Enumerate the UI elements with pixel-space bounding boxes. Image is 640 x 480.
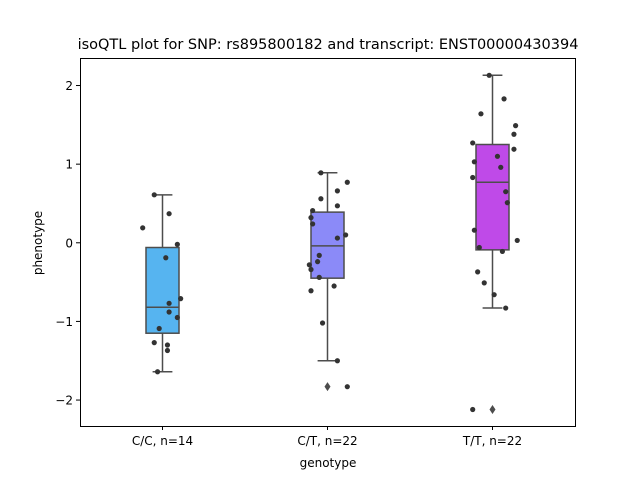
- data-point: [486, 72, 492, 78]
- box-group: [140, 192, 184, 375]
- y-tick-label: 2: [65, 79, 73, 93]
- data-point: [334, 188, 340, 194]
- data-point: [494, 153, 501, 159]
- data-point: [476, 244, 482, 251]
- data-point: [174, 314, 180, 321]
- data-point: [310, 221, 316, 227]
- data-point: [501, 96, 507, 102]
- y-tick-label: 0: [65, 236, 73, 250]
- data-point: [344, 384, 350, 390]
- y-axis: −2 −1 0 1 2: [55, 79, 80, 408]
- data-point: [334, 203, 340, 209]
- x-axis-label: genotype: [300, 456, 357, 470]
- data-point: [154, 369, 161, 375]
- outlier-marker: [324, 382, 331, 392]
- data-point: [344, 179, 350, 185]
- outlier-marker: [489, 404, 496, 414]
- data-point: [151, 192, 157, 198]
- data-point: [514, 237, 520, 244]
- plot-area: [140, 72, 520, 414]
- data-point: [491, 292, 497, 298]
- data-point: [318, 196, 324, 202]
- data-point: [470, 406, 476, 413]
- data-point: [343, 232, 349, 238]
- data-point: [513, 123, 519, 129]
- data-point: [511, 131, 517, 137]
- data-point: [164, 347, 171, 354]
- data-point: [164, 342, 171, 348]
- y-tick-label: −1: [55, 315, 73, 329]
- box: [475, 143, 510, 251]
- data-point: [156, 325, 162, 332]
- data-point: [178, 296, 184, 302]
- box: [145, 246, 180, 334]
- data-point: [331, 283, 337, 289]
- data-point: [140, 225, 146, 231]
- data-point: [318, 170, 324, 176]
- data-point: [151, 340, 157, 346]
- data-point: [316, 274, 322, 280]
- data-point: [166, 309, 172, 315]
- data-point: [503, 305, 509, 311]
- data-point: [306, 262, 312, 268]
- x-tick-label: C/C, n=14: [132, 434, 193, 448]
- data-point: [471, 227, 477, 233]
- data-point: [504, 200, 510, 206]
- data-point: [503, 189, 509, 195]
- data-point: [319, 320, 326, 326]
- y-tick-label: −2: [55, 394, 73, 408]
- y-axis-label: phenotype: [31, 211, 45, 275]
- chart-title: isoQTL plot for SNP: rs895800182 and tra…: [78, 37, 579, 53]
- data-point: [174, 241, 180, 247]
- x-tick-label: C/T, n=22: [297, 434, 357, 448]
- data-point: [470, 140, 476, 146]
- data-point: [475, 269, 481, 275]
- data-point: [498, 164, 504, 170]
- data-point: [166, 211, 172, 217]
- data-point: [166, 300, 172, 306]
- box-group: [470, 72, 520, 414]
- data-point: [334, 235, 340, 241]
- data-point: [316, 252, 322, 258]
- box: [310, 211, 345, 279]
- y-tick-label: 1: [65, 158, 73, 172]
- data-point: [470, 174, 476, 181]
- data-point: [481, 280, 487, 286]
- data-point: [334, 358, 340, 364]
- x-tick-label: T/T, n=22: [462, 434, 522, 448]
- data-point: [478, 111, 484, 117]
- data-point: [511, 146, 517, 152]
- data-point: [499, 248, 505, 255]
- data-point: [471, 159, 477, 165]
- data-point: [315, 259, 321, 265]
- data-point: [308, 266, 314, 273]
- box-group: [306, 170, 350, 392]
- data-point: [310, 207, 316, 214]
- x-axis: C/C, n=14 C/T, n=22 T/T, n=22: [132, 426, 522, 448]
- data-point: [308, 288, 314, 294]
- data-point: [163, 255, 169, 261]
- data-point: [308, 215, 314, 221]
